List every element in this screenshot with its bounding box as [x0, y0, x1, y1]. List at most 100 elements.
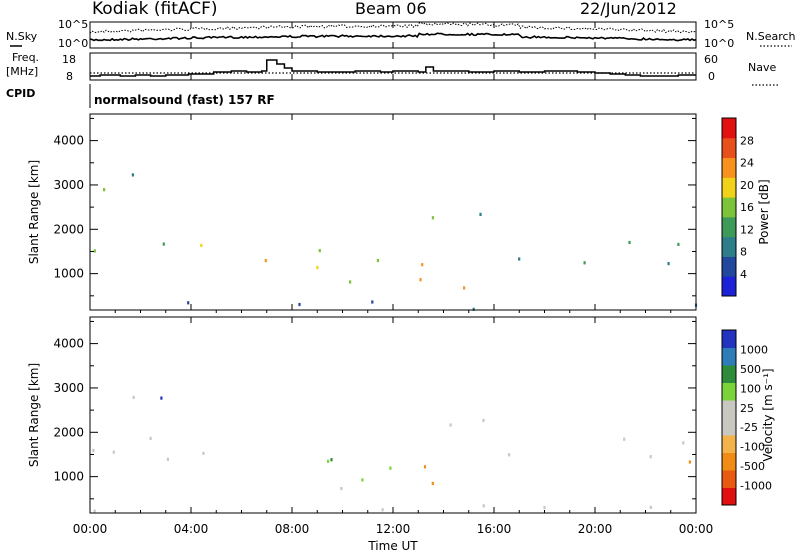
velocity-colorbar: 1000 500 100 25 -25 -100 -500 -1000 [721, 329, 772, 506]
x-tick-label: 00:00 [679, 522, 714, 536]
noise-search-trace [89, 22, 697, 34]
colorbar-segment [722, 137, 736, 159]
power-cell [371, 300, 374, 304]
noise-left-tick-bottom: 10^0 [58, 37, 88, 50]
colorbar-segment [722, 276, 736, 297]
freq-label: Freq. [12, 51, 39, 64]
velocity-cell [449, 423, 452, 427]
velocity-cell [389, 466, 392, 470]
velocity-colorbar-title: Velocity [m s⁻¹] [761, 368, 775, 461]
x-axis-ticks: 00:00 04:00 08:00 12:00 16:00 20:00 00:00 [73, 22, 714, 536]
power-cell [93, 249, 96, 253]
velocity-cell [649, 505, 652, 509]
power-cell [667, 262, 670, 266]
power-cell [518, 257, 521, 261]
date-title: 22/Jun/2012 [580, 0, 677, 18]
y-tick-label: 2000 [53, 425, 84, 439]
beam-title: Beam 06 [355, 0, 427, 18]
colorbar-segment [722, 157, 736, 178]
velocity-cell [327, 459, 330, 463]
x-tick-label: 04:00 [174, 522, 209, 536]
velocity-cell [423, 465, 427, 469]
colorbar-tick-label: 1000 [740, 343, 768, 356]
x-tick-label: 00:00 [73, 522, 108, 536]
nave-tick-top: 60 [704, 53, 718, 66]
colorbar-segment [722, 347, 736, 366]
power-cell [583, 261, 586, 265]
power-axis-ticks: 4000 3000 2000 1000 [53, 117, 696, 297]
noise-sky-trace [89, 32, 697, 42]
colorbar-segment [722, 487, 736, 506]
power-cell [431, 216, 434, 220]
power-colorbar: 28 24 20 16 12 8 4 [721, 117, 754, 297]
power-cell [318, 249, 321, 253]
velocity-cell [112, 450, 115, 454]
y-tick-label: 4000 [53, 337, 84, 351]
power-cell [463, 286, 466, 290]
y-tick-label: 1000 [53, 470, 84, 484]
velocity-cell [482, 504, 485, 508]
velocity-cell [92, 448, 95, 453]
colorbar-tick-label: 12 [740, 223, 754, 236]
y-tick-label: 4000 [53, 134, 84, 148]
power-y-axis-title: Slant Range [km] [27, 160, 41, 264]
power-cell [376, 258, 379, 263]
noise-search-label: N.Search [746, 30, 796, 43]
velocity-cell [688, 460, 691, 464]
colorbar-tick-label: 100 [740, 382, 761, 395]
colorbar-tick-label: 24 [740, 157, 754, 170]
colorbar-segment [722, 470, 736, 488]
power-panel-frame [89, 113, 697, 311]
noise-sky-label: N.Sky [6, 30, 38, 43]
velocity-panel-frame [89, 316, 697, 514]
noise-left-tick-top: 10^5 [58, 18, 88, 31]
colorbar-tick-label: -500 [740, 460, 765, 473]
freq-tick-bottom: 8 [66, 70, 73, 83]
power-cell [349, 280, 352, 284]
power-cell [472, 307, 475, 311]
velocity-cell [166, 457, 169, 461]
freq-tick-top: 18 [62, 53, 76, 66]
colorbar-tick-label: -1000 [740, 480, 772, 493]
x-axis-title: Time UT [367, 539, 418, 553]
freq-series [90, 59, 696, 77]
y-tick-label: 2000 [53, 222, 84, 236]
colorbar-segment [722, 197, 736, 218]
colorbar-tick-label: 500 [740, 363, 761, 376]
velocity-cell [623, 437, 626, 441]
station-title: Kodiak (fitACF) [92, 0, 218, 19]
velocity-cell [202, 451, 205, 455]
power-cell [316, 266, 319, 270]
velocity-cell [649, 455, 652, 459]
colorbar-tick-label: 8 [740, 246, 747, 259]
velocity-cell [361, 478, 364, 482]
colorbar-frame [721, 329, 737, 506]
colorbar-segment [722, 256, 736, 277]
velocity-cell [482, 418, 485, 422]
velocity-cell [132, 395, 135, 399]
power-cell [187, 301, 190, 305]
velocity-cell [330, 458, 333, 462]
colorbar-tick-label: 4 [740, 268, 747, 281]
velocity-cell [543, 506, 546, 510]
colorbar-segment [722, 177, 736, 198]
colorbar-tick-label: 20 [740, 179, 754, 192]
velocity-cell [160, 396, 163, 400]
velocity-cell [508, 453, 511, 457]
y-tick-label: 3000 [53, 381, 84, 395]
power-cell [628, 240, 631, 245]
colorbar-tick-label: -25 [740, 421, 758, 434]
power-colorbar-title: Power [dB] [757, 179, 771, 244]
velocity-cell [431, 481, 434, 485]
colorbar-segment [722, 236, 736, 257]
colorbar-segment [722, 452, 736, 471]
colorbar-segment [722, 118, 736, 139]
velocity-scatter [92, 395, 691, 513]
velocity-cell [340, 487, 343, 491]
colorbar-segment [722, 365, 736, 383]
cpid-program: normalsound (fast) 157 RF [94, 93, 275, 107]
x-tick-label: 08:00 [275, 522, 310, 536]
noise-series [89, 22, 697, 42]
power-cell [264, 259, 267, 263]
